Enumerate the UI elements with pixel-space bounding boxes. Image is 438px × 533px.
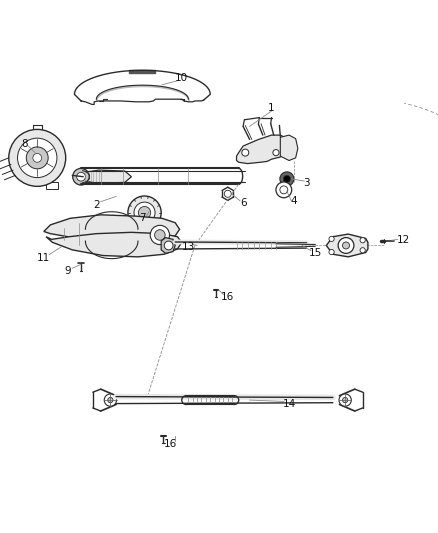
- Circle shape: [343, 398, 348, 403]
- Circle shape: [134, 202, 155, 223]
- Polygon shape: [237, 135, 285, 164]
- Circle shape: [224, 190, 231, 197]
- Circle shape: [108, 398, 113, 403]
- Polygon shape: [161, 238, 175, 253]
- Text: 15: 15: [309, 248, 322, 259]
- Polygon shape: [44, 215, 180, 241]
- Text: 10: 10: [175, 73, 188, 83]
- Text: 14: 14: [283, 399, 296, 409]
- Circle shape: [150, 225, 170, 245]
- Text: 12: 12: [396, 235, 410, 245]
- Circle shape: [329, 236, 334, 241]
- Circle shape: [26, 147, 48, 169]
- Text: 13: 13: [182, 242, 195, 252]
- Circle shape: [138, 206, 151, 219]
- Circle shape: [360, 248, 365, 253]
- Circle shape: [104, 394, 117, 406]
- Circle shape: [360, 238, 365, 243]
- Circle shape: [339, 394, 351, 406]
- Polygon shape: [326, 234, 368, 257]
- Circle shape: [18, 138, 57, 177]
- Circle shape: [242, 149, 249, 156]
- Text: 7: 7: [139, 213, 146, 223]
- Text: 6: 6: [240, 198, 247, 208]
- Circle shape: [155, 230, 165, 240]
- Polygon shape: [280, 135, 298, 160]
- Text: 9: 9: [64, 266, 71, 276]
- Circle shape: [280, 186, 288, 194]
- Circle shape: [33, 154, 42, 162]
- Circle shape: [273, 150, 279, 156]
- Circle shape: [329, 249, 334, 255]
- Polygon shape: [81, 170, 131, 183]
- Circle shape: [343, 242, 350, 249]
- Text: 4: 4: [290, 196, 297, 206]
- Text: 3: 3: [303, 178, 310, 188]
- Text: 11: 11: [37, 253, 50, 263]
- Circle shape: [338, 238, 354, 253]
- Circle shape: [128, 196, 161, 229]
- Circle shape: [73, 168, 89, 185]
- Circle shape: [283, 175, 290, 182]
- FancyBboxPatch shape: [46, 182, 58, 189]
- Circle shape: [276, 182, 292, 198]
- Circle shape: [9, 130, 66, 187]
- Polygon shape: [46, 232, 182, 257]
- Text: 1: 1: [268, 103, 275, 113]
- Text: 16: 16: [164, 439, 177, 449]
- Text: 8: 8: [21, 139, 28, 149]
- Text: 16: 16: [221, 292, 234, 302]
- Text: 2: 2: [93, 200, 100, 210]
- Circle shape: [77, 172, 85, 181]
- Circle shape: [280, 172, 294, 186]
- Circle shape: [164, 241, 173, 250]
